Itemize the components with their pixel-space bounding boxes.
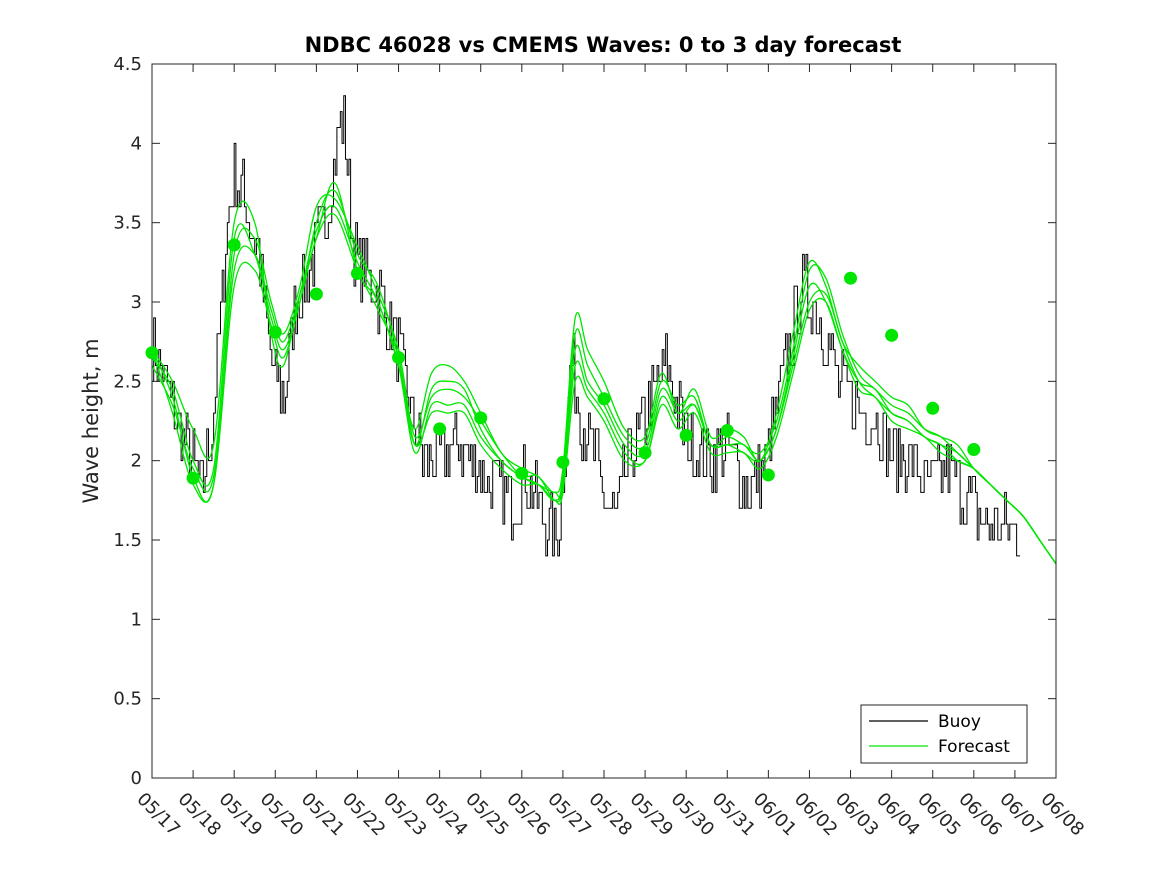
forecast-marker [556,455,570,469]
forecast-marker [515,466,529,480]
forecast-marker [761,468,775,482]
x-tick-label: 06/05 [913,789,965,841]
forecast-marker [309,287,323,301]
y-tick-label: 2 [131,451,142,472]
y-tick-label: 0.5 [113,689,142,710]
x-tick-label: 05/27 [543,789,595,841]
forecast-marker [597,392,611,406]
x-tick-label: 05/26 [502,789,554,841]
x-tick-label: 05/31 [708,789,760,841]
y-tick-label: 0 [131,768,142,789]
x-tick-label: 06/06 [954,789,1006,841]
y-tick-label: 3 [131,292,142,313]
x-tick-label: 05/25 [461,789,513,841]
forecast-marker [392,351,406,365]
forecast-marker [679,428,693,442]
x-tick-label: 05/23 [379,789,431,841]
plot-area [152,95,1056,565]
x-tick-label: 06/04 [872,789,924,841]
y-tick-label: 4.5 [113,54,142,75]
x-tick-label: 05/30 [667,789,719,841]
legend-box [860,704,1028,764]
forecast-series-line [152,205,1056,565]
y-axis-label: Wave height, m [79,338,103,503]
x-tick-label: 05/28 [584,789,636,841]
x-tick-label: 06/01 [749,789,801,841]
y-tick-label: 1.5 [113,530,142,551]
x-tick-label: 05/17 [132,789,184,841]
forecast-markers [145,238,981,485]
y-tick-label: 1 [131,609,142,630]
forecast-marker [145,346,159,360]
buoy-series-line [152,95,1021,557]
legend: Buoy Forecast [860,704,1028,764]
forecast-marker [350,266,364,280]
x-tick-label: 05/24 [420,789,472,841]
legend-forecast-label: Forecast [938,737,1010,757]
y-tick-label: 2.5 [113,371,142,392]
y-axis: 0 0.5 1 1.5 2 2.5 3 3.5 4 4.5 [113,54,1056,789]
x-tick-label: 06/02 [790,789,842,841]
forecast-series-line [152,213,1056,565]
x-tick-label: 05/18 [174,789,226,841]
legend-buoy-label: Buoy [938,712,981,732]
x-tick-label: 06/07 [995,789,1047,841]
forecast-marker [227,238,241,252]
x-tick-label: 05/19 [215,789,267,841]
forecast-marker [638,446,652,460]
y-tick-label: 3.5 [113,213,142,234]
x-tick-label: 05/22 [338,789,390,841]
forecast-marker [720,424,734,438]
y-tick-label: 4 [131,133,142,154]
forecast-marker [268,325,282,339]
x-tick-label: 06/08 [1036,789,1088,841]
chart-title: NDBC 46028 vs CMEMS Waves: 0 to 3 day fo… [305,33,902,57]
x-tick-label: 05/20 [256,789,308,841]
forecast-marker [474,411,488,425]
forecast-marker [926,401,940,415]
x-tick-label: 06/03 [831,789,883,841]
forecast-marker [885,328,899,342]
forecast-marker [186,471,200,485]
forecast-marker [433,422,447,436]
x-tick-label: 05/29 [626,789,678,841]
forecast-marker [967,443,981,457]
forecast-marker [844,271,858,285]
x-tick-label: 05/21 [297,789,349,841]
